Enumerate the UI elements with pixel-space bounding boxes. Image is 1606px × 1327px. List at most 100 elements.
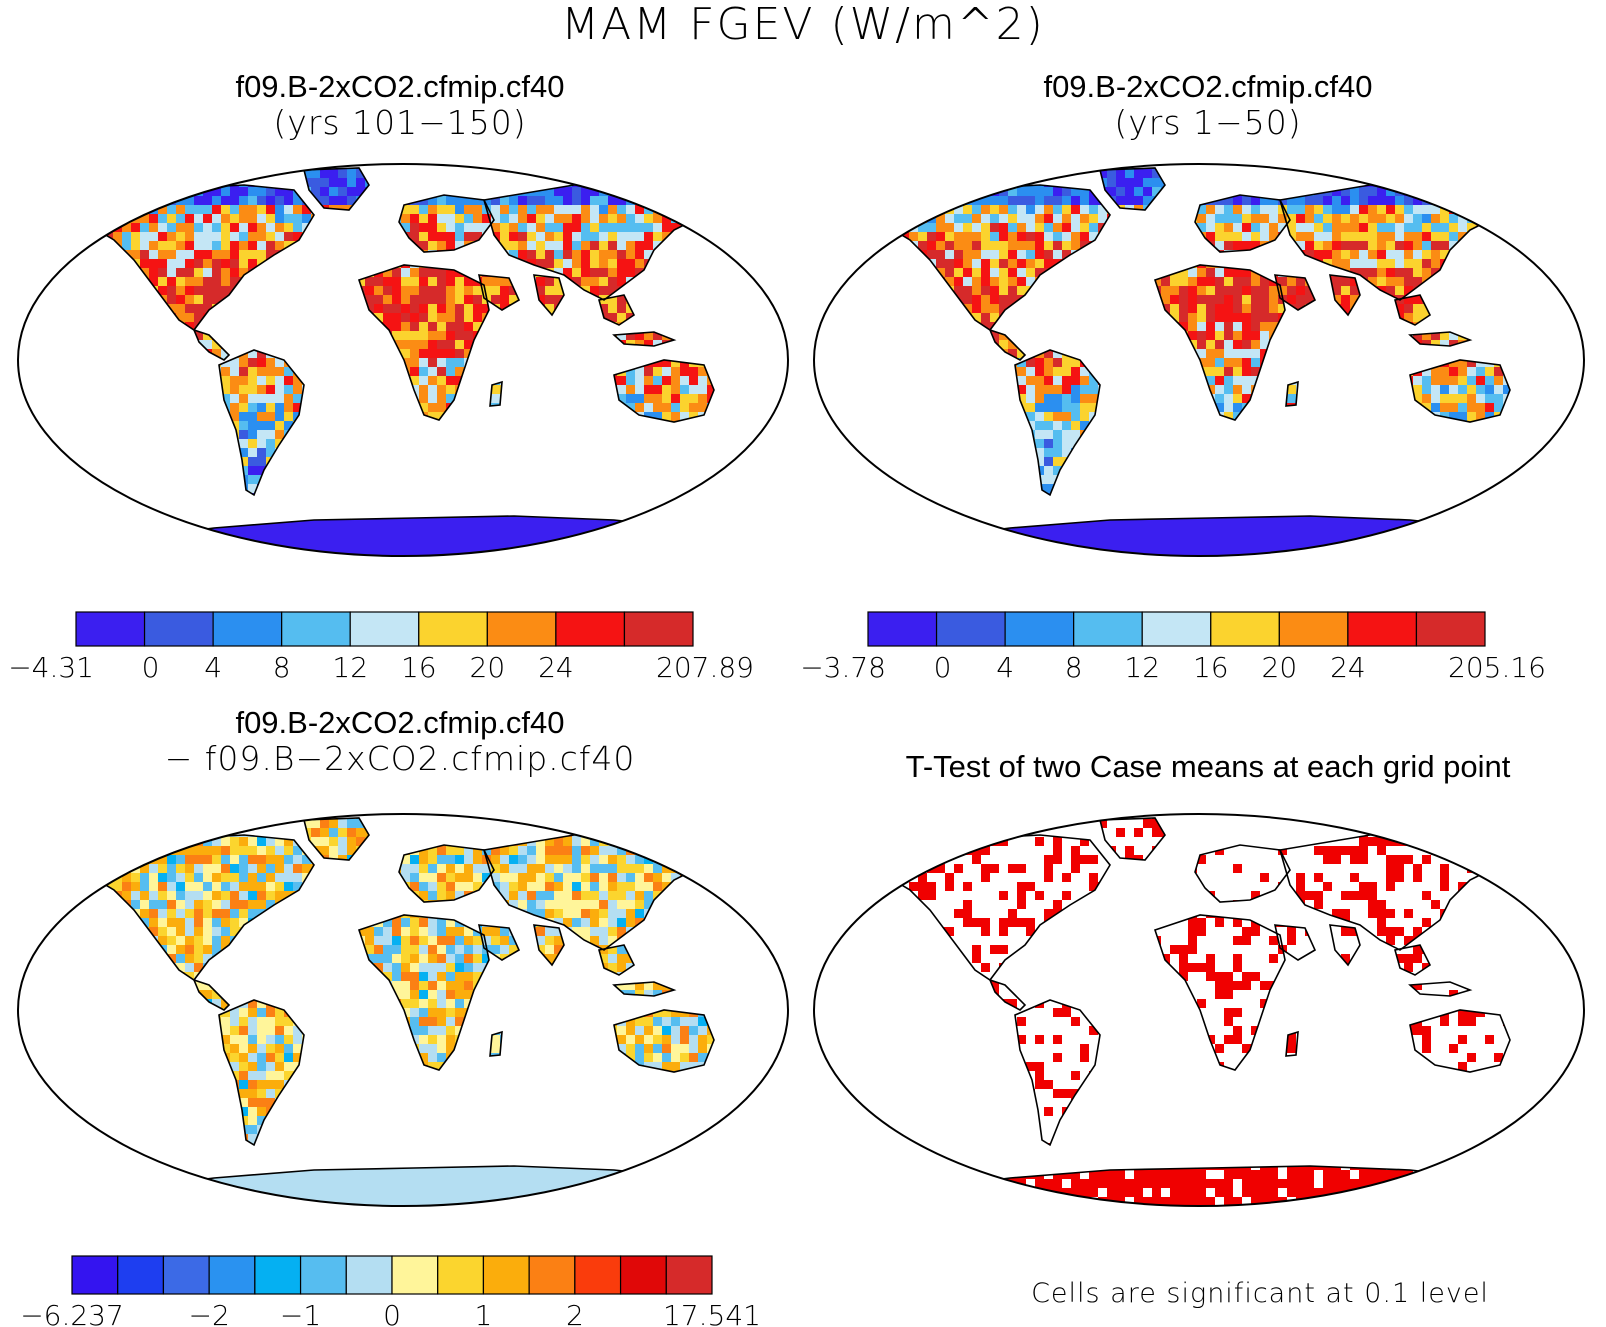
panel-4-title-text: T-Test of two Case means at each grid po… xyxy=(905,749,1511,784)
colorbar-tick-label: 8 xyxy=(273,651,291,684)
colorbar-box xyxy=(71,1255,119,1295)
coastline-northAmerica xyxy=(82,834,315,982)
colorbar-tick-label: 16 xyxy=(1193,651,1229,684)
coastline-australia xyxy=(1409,1009,1511,1073)
coastline-madagascar xyxy=(1285,1030,1299,1057)
coastline-europe xyxy=(398,194,495,253)
coastline-europe xyxy=(1194,194,1291,253)
colorbar-tick-label: 0 xyxy=(142,651,160,684)
colorbar-box xyxy=(212,611,283,647)
coastline-india xyxy=(532,274,565,317)
coastline-australia xyxy=(1409,359,1511,423)
coastline-greenland xyxy=(1098,817,1166,861)
colorbar-box xyxy=(574,1255,622,1295)
colorbar-box xyxy=(143,611,214,647)
colorbar-tick-label: 8 xyxy=(1065,651,1083,684)
colorbar-tick-label: 4 xyxy=(996,651,1014,684)
map-border xyxy=(17,813,789,1207)
colorbar-tick-label: 0 xyxy=(383,1299,401,1327)
colorbar-box xyxy=(299,1255,347,1295)
coastline-indonesia xyxy=(1408,981,1473,997)
colorbar-box xyxy=(1141,611,1212,647)
colorbar-tick-label: 17.541 xyxy=(663,1299,761,1327)
coastline-centralAmerica xyxy=(988,978,1027,1011)
colorbar-box xyxy=(437,1255,485,1295)
colorbar-box xyxy=(162,1255,210,1295)
colorbar-box xyxy=(555,611,626,647)
colorbar-box xyxy=(665,1255,713,1295)
coastline-indonesia xyxy=(1408,331,1473,347)
coastline-arabia xyxy=(477,924,521,961)
colorbar-box xyxy=(1415,611,1486,647)
coastline-southAmerica xyxy=(1014,999,1101,1147)
colorbar-tick-label: 1 xyxy=(475,1299,493,1327)
colorbar-tick-label: −6.237 xyxy=(20,1299,124,1327)
colorbar-panel-1: −4.31 0 4 8 12 16 20 24 207.89 xyxy=(8,611,754,684)
colorbar-tick-label: 207.89 xyxy=(656,651,754,684)
map-panel-3 xyxy=(17,813,789,1207)
colorbar-box xyxy=(117,1255,165,1295)
coastline-greenland xyxy=(1098,167,1166,211)
map-border xyxy=(813,163,1585,557)
colorbar-panel-2: −3.78 0 4 8 12 16 20 24 205.16 xyxy=(800,611,1546,684)
figure-title: MAM FGEV (W/m^2) xyxy=(561,0,1045,50)
significance-note: Cells are significant at 0.1 level xyxy=(1031,1278,1489,1309)
coastline-madagascar xyxy=(1285,380,1299,407)
panel-3-title-case: f09.B-2xCO2.cfmip.cf40 xyxy=(235,705,565,740)
coastline-australia xyxy=(613,359,715,423)
colorbar-box xyxy=(208,1255,256,1295)
coastline-india xyxy=(532,924,565,967)
coastline-arabia xyxy=(1273,924,1317,961)
colorbar-box xyxy=(418,611,488,647)
coastline-europe xyxy=(1194,844,1291,903)
panel-1-title: f09.B-2xCO2.cfmip.cf40 (yrs 101−150) xyxy=(60,69,740,142)
coastline-greenland xyxy=(302,817,370,861)
colorbar-tick-label: 12 xyxy=(1124,651,1160,684)
colorbar-tick-label: −4.31 xyxy=(8,651,94,684)
coastline-indonesia xyxy=(612,981,677,997)
panel-1-title-years: (yrs 101−150) xyxy=(273,102,527,142)
coastline-northAmerica xyxy=(878,184,1111,332)
coastline-india xyxy=(1328,274,1361,317)
panel-3-title: f09.B-2xCO2.cfmip.cf40 − f09.B−2xCO2.cfm… xyxy=(60,705,740,778)
colorbar-box xyxy=(1347,611,1418,647)
coastline-seAsia xyxy=(1393,944,1432,976)
colorbar-box xyxy=(935,611,1006,647)
colorbar-box xyxy=(1210,611,1280,647)
coastline-madagascar xyxy=(489,1030,503,1057)
coastlines xyxy=(878,167,1532,556)
colorbar-tick-label: 205.16 xyxy=(1448,651,1546,684)
colorbar-tick-label: 4 xyxy=(204,651,222,684)
coastline-centralAmerica xyxy=(192,328,231,361)
colorbar-box xyxy=(867,611,938,647)
map-panel-2 xyxy=(813,163,1585,557)
coastline-africa xyxy=(1153,914,1286,1071)
coastline-southAmerica xyxy=(218,999,305,1147)
map-border xyxy=(17,163,789,557)
colorbar-box xyxy=(1073,611,1143,647)
colorbar-tick-label: −1 xyxy=(280,1299,321,1327)
coastline-northAmerica xyxy=(878,834,1111,982)
panel-2-title-case: f09.B-2xCO2.cfmip.cf40 xyxy=(1043,69,1373,104)
panel-1-title-case: f09.B-2xCO2.cfmip.cf40 xyxy=(235,69,565,104)
coastline-seAsia xyxy=(1393,294,1432,326)
coastline-arabia xyxy=(477,274,521,311)
colorbar-box xyxy=(75,611,146,647)
colorbar-box xyxy=(254,1255,302,1295)
colorbar-tick-label: 24 xyxy=(538,651,574,684)
panel-4-title: T-Test of two Case means at each grid po… xyxy=(808,749,1606,785)
map-panel-4 xyxy=(813,813,1585,1207)
colorbar-box xyxy=(486,611,557,647)
coastline-africa xyxy=(1153,264,1286,421)
coastline-africa xyxy=(357,914,490,1071)
colorbar-tick-label: 20 xyxy=(470,651,506,684)
coastline-centralAmerica xyxy=(192,978,231,1011)
coastline-australia xyxy=(613,1009,715,1073)
coastline-southAmerica xyxy=(1014,349,1101,497)
colorbar-box xyxy=(1278,611,1349,647)
colorbar-panel-3: −6.237 −2 −1 0 1 2 17.541 xyxy=(20,1255,761,1327)
coastline-europe xyxy=(398,844,495,903)
coastline-indonesia xyxy=(612,331,677,347)
colorbar-box xyxy=(281,611,351,647)
colorbar-box xyxy=(528,1255,576,1295)
